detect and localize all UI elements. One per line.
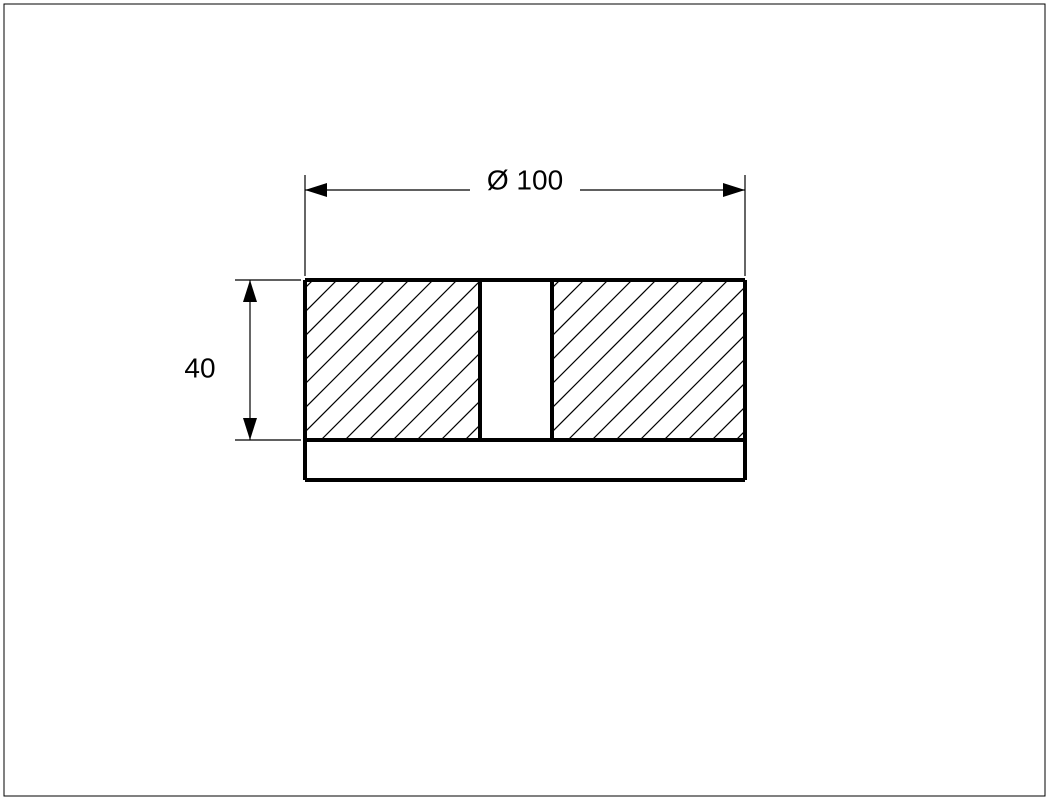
engineering-drawing: Ø 100 40 [0, 0, 1049, 800]
part-section [305, 280, 745, 480]
hatch-region-right [392, 0, 905, 800]
dimension-height [235, 280, 301, 440]
dimension-diameter-label: Ø 100 [487, 164, 563, 195]
hatch-region-left [145, 0, 640, 784]
dimension-height-label: 40 [184, 352, 215, 383]
page-border [4, 4, 1045, 796]
